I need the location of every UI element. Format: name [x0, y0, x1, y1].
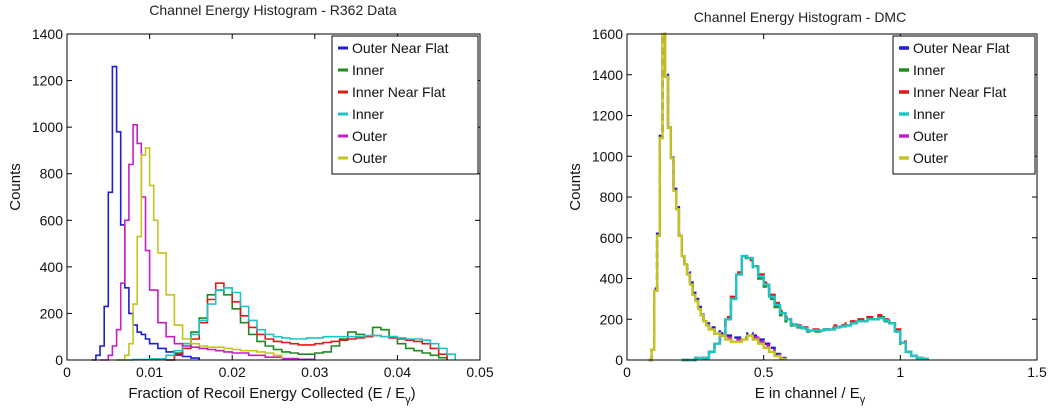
y-tick-label: 600 [40, 212, 64, 228]
right-x-axis-label-sub: γ [860, 394, 866, 406]
legend-entry: Outer [913, 128, 948, 144]
y-tick-label: 200 [600, 311, 624, 327]
legend-entry: Outer [352, 150, 387, 166]
x-tick-label: 0.04 [384, 364, 411, 380]
series-line-4 [681, 254, 929, 362]
legend-entry: Outer Near Flat [913, 40, 1010, 56]
legend-entry: Inner Near Flat [913, 84, 1006, 100]
x-tick-label: 1.5 [1027, 364, 1047, 380]
y-tick-label: 1000 [32, 119, 63, 135]
y-tick-label: 400 [600, 271, 624, 287]
legend-entry: Inner Near Flat [352, 84, 445, 100]
left-x-axis-label-end: ) [411, 385, 416, 402]
left-x-axis-label-sub: γ [405, 394, 411, 406]
y-tick-label: 400 [40, 259, 64, 275]
x-tick-label: 0 [63, 364, 71, 380]
legend-box [331, 35, 479, 175]
series-line-5 [100, 124, 316, 361]
y-tick-label: 200 [40, 305, 64, 321]
series-line-1 [648, 32, 787, 362]
x-tick-label: 0.5 [754, 364, 774, 380]
y-tick-label: 600 [600, 230, 624, 246]
x-tick-label: 0.01 [136, 364, 163, 380]
y-tick-label: 0 [55, 352, 63, 368]
y-tick-label: 800 [600, 189, 624, 205]
left-chart: Channel Energy Histogram - R362 Data Cou… [7, 2, 494, 406]
series-line-5 [648, 34, 787, 362]
right-series-group [648, 32, 929, 362]
y-tick-label: 1400 [592, 67, 623, 83]
legend-entry: Outer [352, 128, 387, 144]
y-tick-label: 1200 [32, 73, 63, 89]
legend-entry: Outer Near Flat [352, 40, 449, 56]
right-x-axis-label: E in channel / Eγ [755, 385, 866, 406]
legend-entry: Inner [352, 106, 384, 122]
left-series-group [91, 65, 456, 361]
x-tick-label: 0.05 [466, 364, 493, 380]
right-ticks: 0 0.5 1 1.5 0 200 400 600 800 1000 1200 1400 1600 [592, 26, 1047, 380]
left-chart-title: Channel Energy Histogram - R362 Data [149, 2, 397, 18]
right-x-axis-label-main: E in channel / E [755, 385, 860, 402]
y-tick-label: 1200 [592, 108, 623, 124]
series-line-6 [116, 147, 283, 361]
left-legend: Outer Near Flat Inner Inner Near Flat Inner… [331, 35, 479, 175]
right-chart: Channel Energy Histogram - DMC Counts E … [567, 9, 1047, 406]
right-y-axis-label: Counts [567, 163, 584, 211]
legend-entry: Outer [913, 150, 948, 166]
left-x-axis-label: Fraction of Recoil Energy Collected (E /… [128, 385, 415, 406]
x-tick-label: 0.02 [219, 364, 246, 380]
legend-entry: Inner [913, 62, 945, 78]
legend-box [892, 35, 1036, 175]
left-y-axis-label: Counts [7, 163, 24, 211]
legend-entry: Inner [352, 62, 384, 78]
right-plot-frame [626, 33, 1038, 361]
y-tick-label: 800 [40, 166, 64, 182]
y-tick-label: 1000 [592, 148, 623, 164]
x-tick-label: 0 [623, 364, 631, 380]
left-plot-frame [66, 33, 481, 361]
x-tick-label: 0.03 [301, 364, 328, 380]
y-tick-label: 1600 [592, 26, 623, 42]
series-line-4 [116, 287, 456, 361]
right-legend: Outer Near Flat Inner Inner Near Flat Inner… [892, 35, 1036, 175]
right-chart-title: Channel Energy Histogram - DMC [694, 9, 906, 25]
series-line-6 [648, 32, 787, 362]
y-tick-label: 0 [615, 352, 623, 368]
x-tick-label: 1 [896, 364, 904, 380]
left-x-axis-label-main: Fraction of Recoil Energy Collected (E /… [128, 385, 405, 402]
y-tick-label: 1400 [32, 26, 63, 42]
legend-entry: Inner [913, 106, 945, 122]
